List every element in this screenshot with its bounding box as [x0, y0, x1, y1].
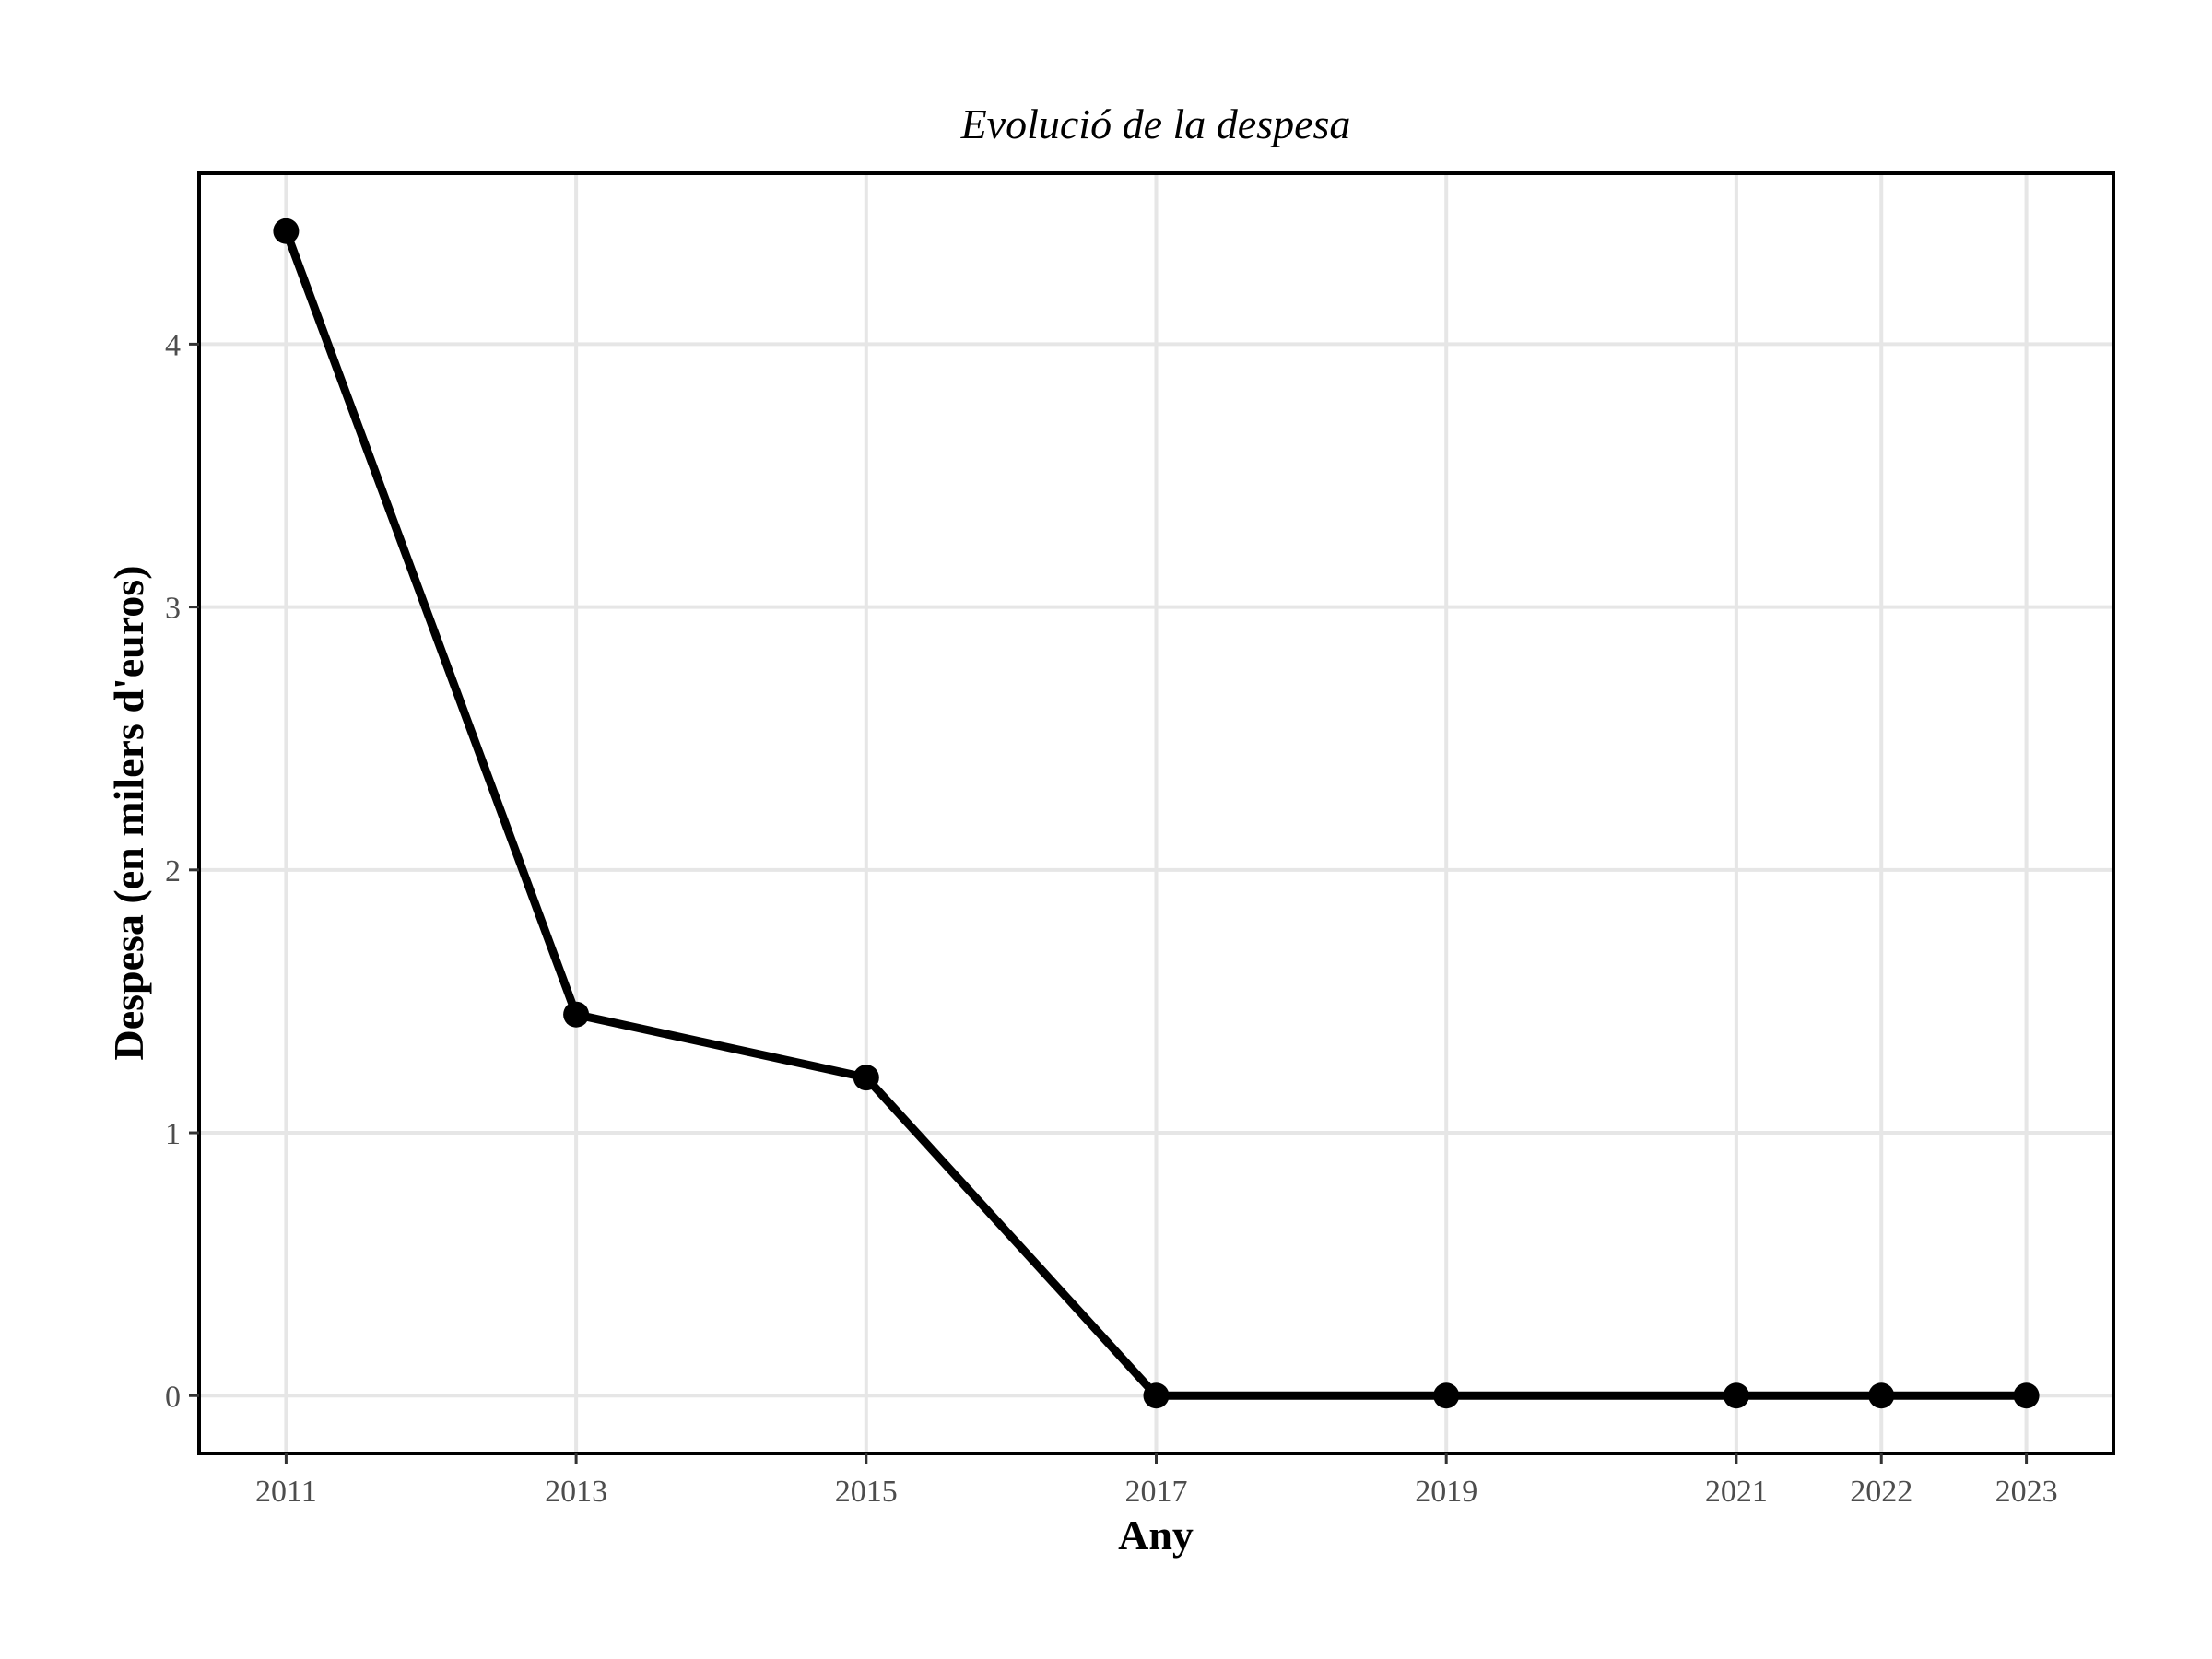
x-tick-label-0: 2011	[255, 1475, 317, 1509]
y-axis-title: Despesa (en milers d'euros)	[105, 565, 152, 1060]
data-point-7	[2013, 1382, 2040, 1409]
grid	[199, 173, 2113, 1453]
data-point-3	[1143, 1382, 1170, 1409]
x-axis: 2011 2013 2015 2017 2019 2021 2022 2023	[255, 1453, 2058, 1509]
chart-title: Evolució de la despesa	[960, 100, 1351, 147]
x-tick-label-5: 2021	[1705, 1475, 1768, 1509]
data-point-2	[853, 1065, 879, 1091]
x-tick-label-6: 2022	[1850, 1475, 1912, 1509]
data-point-6	[1868, 1382, 1895, 1409]
data-point-1	[563, 1001, 590, 1028]
y-tick-label-3: 3	[165, 592, 181, 626]
x-axis-title: Any	[1118, 1512, 1194, 1559]
data-point-5	[1723, 1382, 1749, 1409]
data-point-4	[1433, 1382, 1460, 1409]
x-tick-label-7: 2023	[1995, 1475, 2058, 1509]
series-line-0	[281, 227, 2031, 1400]
y-tick-label-4: 4	[165, 328, 181, 362]
x-tick-label-4: 2019	[1415, 1475, 1477, 1509]
x-tick-label-1: 2013	[545, 1475, 607, 1509]
y-tick-label-0: 0	[165, 1380, 181, 1414]
data-point-0	[273, 218, 300, 244]
series	[273, 218, 2040, 1409]
y-tick-label-1: 1	[165, 1117, 181, 1151]
y-tick-label-2: 2	[165, 854, 181, 888]
x-tick-label-2: 2015	[835, 1475, 898, 1509]
x-tick-label-3: 2017	[1125, 1475, 1188, 1509]
y-axis: 0 1 2 3 4	[165, 328, 199, 1414]
